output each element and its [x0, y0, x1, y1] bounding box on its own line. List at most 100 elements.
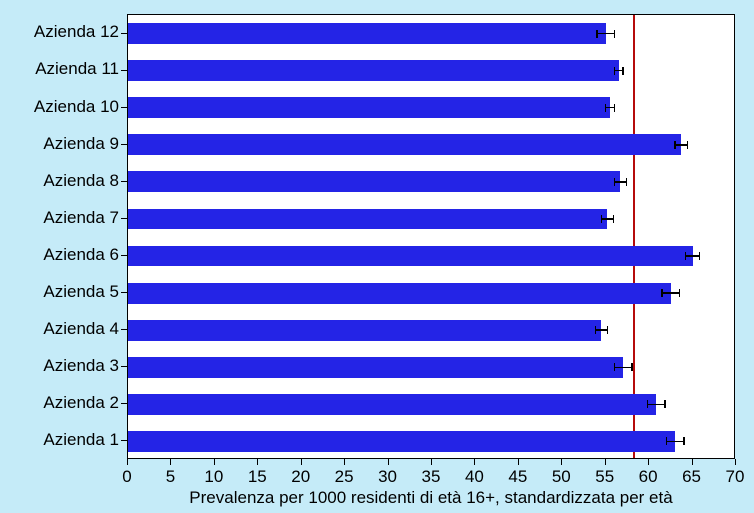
- y-tick-label: Azienda 12: [34, 22, 119, 42]
- y-tick: [121, 440, 127, 441]
- y-tick-label: Azienda 8: [43, 171, 119, 191]
- y-tick: [121, 366, 127, 367]
- error-cap: [679, 289, 681, 297]
- chart-container: Prevalenza per 1000 residenti di età 16+…: [0, 0, 754, 513]
- bar: [128, 394, 656, 415]
- x-tick-label: 45: [498, 467, 538, 487]
- bar: [128, 283, 671, 304]
- error-cap: [614, 30, 616, 38]
- y-tick: [121, 329, 127, 330]
- error-cap: [666, 437, 668, 445]
- x-tick-label: 15: [237, 467, 277, 487]
- error-cap: [595, 326, 597, 334]
- error-bar: [601, 218, 613, 220]
- error-bar: [595, 329, 607, 331]
- x-tick-label: 0: [107, 467, 147, 487]
- x-tick: [388, 459, 389, 465]
- y-tick: [121, 144, 127, 145]
- error-bar: [675, 144, 687, 146]
- x-tick-label: 55: [585, 467, 625, 487]
- y-tick-label: Azienda 9: [43, 134, 119, 154]
- x-axis-label: Prevalenza per 1000 residenti di età 16+…: [127, 488, 735, 508]
- error-cap: [626, 178, 628, 186]
- error-bar: [686, 255, 700, 257]
- y-tick: [121, 33, 127, 34]
- y-tick: [121, 70, 127, 71]
- y-tick-label: Azienda 6: [43, 245, 119, 265]
- error-cap: [647, 400, 649, 408]
- x-tick-label: 20: [281, 467, 321, 487]
- y-tick: [121, 218, 127, 219]
- y-tick-label: Azienda 5: [43, 282, 119, 302]
- error-cap: [664, 400, 666, 408]
- x-tick: [431, 459, 432, 465]
- bar: [128, 23, 606, 44]
- error-bar: [667, 441, 684, 443]
- error-cap: [613, 215, 615, 223]
- x-tick: [257, 459, 258, 465]
- error-bar: [647, 404, 664, 406]
- error-cap: [614, 104, 616, 112]
- y-tick-label: Azienda 7: [43, 208, 119, 228]
- x-tick-label: 50: [541, 467, 581, 487]
- x-tick: [692, 459, 693, 465]
- bar: [128, 97, 610, 118]
- x-tick: [301, 459, 302, 465]
- x-tick: [561, 459, 562, 465]
- bar: [128, 60, 619, 81]
- error-bar: [597, 33, 614, 35]
- error-cap: [614, 178, 616, 186]
- y-tick-label: Azienda 4: [43, 319, 119, 339]
- bar: [128, 431, 675, 452]
- bar: [128, 357, 623, 378]
- x-tick-label: 10: [194, 467, 234, 487]
- plot-area: [127, 14, 735, 459]
- y-tick: [121, 403, 127, 404]
- x-tick-label: 30: [368, 467, 408, 487]
- x-tick-label: 25: [324, 467, 364, 487]
- error-cap: [685, 252, 687, 260]
- error-cap: [631, 363, 633, 371]
- error-cap: [661, 289, 663, 297]
- y-tick: [121, 181, 127, 182]
- x-tick: [127, 459, 128, 465]
- y-tick: [121, 292, 127, 293]
- x-tick-label: 70: [715, 467, 754, 487]
- error-cap: [614, 363, 616, 371]
- error-cap: [622, 67, 624, 75]
- y-tick-label: Azienda 10: [34, 97, 119, 117]
- bar: [128, 209, 607, 230]
- error-bar: [614, 181, 626, 183]
- error-cap: [687, 141, 689, 149]
- y-tick-label: Azienda 11: [35, 59, 119, 79]
- error-cap: [614, 67, 616, 75]
- bar: [128, 246, 693, 267]
- x-tick: [474, 459, 475, 465]
- x-tick: [735, 459, 736, 465]
- error-cap: [601, 215, 603, 223]
- x-tick-label: 65: [672, 467, 712, 487]
- error-cap: [605, 104, 607, 112]
- y-tick-label: Azienda 3: [43, 356, 119, 376]
- x-tick-label: 40: [454, 467, 494, 487]
- x-tick: [170, 459, 171, 465]
- bar: [128, 320, 601, 341]
- y-tick-label: Azienda 2: [43, 393, 119, 413]
- error-cap: [596, 30, 598, 38]
- y-tick: [121, 255, 127, 256]
- x-tick: [605, 459, 606, 465]
- bar: [128, 171, 620, 192]
- x-tick-label: 35: [411, 467, 451, 487]
- x-tick: [344, 459, 345, 465]
- x-tick-label: 5: [150, 467, 190, 487]
- error-cap: [674, 141, 676, 149]
- reference-line: [633, 15, 635, 458]
- y-tick: [121, 107, 127, 108]
- bar: [128, 134, 681, 155]
- error-bar: [662, 292, 679, 294]
- error-cap: [607, 326, 609, 334]
- y-tick-label: Azienda 1: [43, 430, 119, 450]
- x-tick: [648, 459, 649, 465]
- x-tick: [518, 459, 519, 465]
- x-tick-label: 60: [628, 467, 668, 487]
